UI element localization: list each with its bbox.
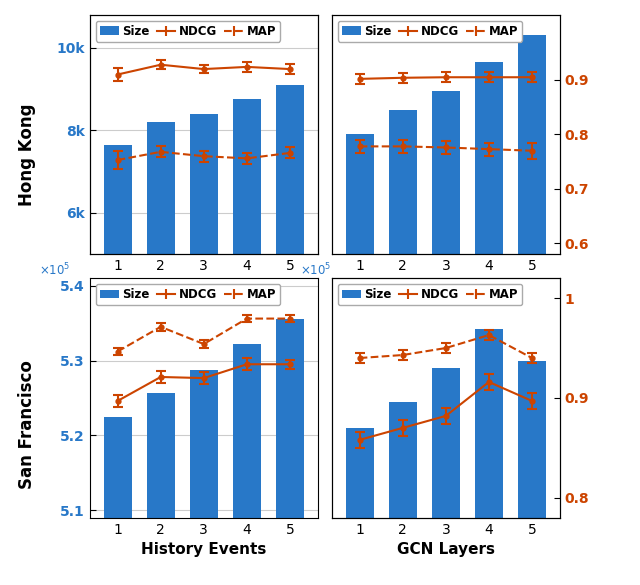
Bar	[147, 394, 175, 585]
X-axis label: GCN Layers: GCN Layers	[397, 542, 495, 557]
X-axis label: History Events: History Events	[141, 542, 266, 557]
Bar	[388, 109, 417, 461]
Legend: Size, NDCG, MAP: Size, NDCG, MAP	[337, 284, 522, 305]
Bar	[432, 91, 460, 461]
Legend: Size, NDCG, MAP: Size, NDCG, MAP	[337, 20, 522, 42]
Bar	[475, 62, 503, 461]
Text: $\times10^5$: $\times10^5$	[300, 262, 331, 279]
Legend: Size, NDCG, MAP: Size, NDCG, MAP	[95, 20, 280, 42]
Text: $\times10^5$: $\times10^5$	[40, 262, 71, 279]
Bar	[518, 360, 546, 585]
Bar	[233, 344, 261, 585]
Bar	[104, 144, 132, 461]
Bar	[276, 85, 304, 461]
Bar	[190, 370, 218, 585]
Bar	[276, 319, 304, 585]
Bar	[518, 35, 546, 461]
Bar	[346, 428, 374, 585]
Bar	[104, 417, 132, 585]
Bar	[147, 122, 175, 461]
Text: Hong Kong: Hong Kong	[18, 104, 36, 207]
Bar	[475, 329, 503, 585]
Bar	[346, 133, 374, 461]
Bar	[190, 113, 218, 461]
Text: San Francisco: San Francisco	[18, 360, 36, 488]
Legend: Size, NDCG, MAP: Size, NDCG, MAP	[95, 284, 280, 305]
Bar	[432, 368, 460, 585]
Bar	[233, 99, 261, 461]
Bar	[388, 402, 417, 585]
